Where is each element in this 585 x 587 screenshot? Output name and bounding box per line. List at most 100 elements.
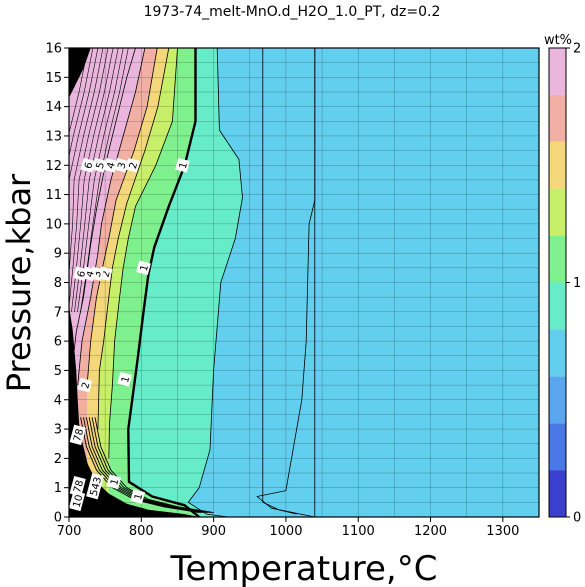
contour-label-box <box>80 157 96 173</box>
contour-label: 6 <box>73 266 88 282</box>
contour-line <box>71 48 136 371</box>
y-axis-title: Pressure,kbar <box>0 173 38 392</box>
y-tick-label: 0 <box>54 511 62 526</box>
y-tick-label: 6 <box>54 335 62 350</box>
y-tick-label: 5 <box>54 364 62 379</box>
contour-label: 1 <box>136 260 151 276</box>
colorbar-swatch <box>549 470 566 517</box>
grid-lines <box>69 48 539 517</box>
x-tick-label: 800 <box>129 524 154 539</box>
contour-label-box <box>92 157 107 173</box>
colorbar-swatch <box>549 423 566 471</box>
contour-label: 6 <box>80 157 96 173</box>
contour-label-text: 1 <box>139 264 151 273</box>
contour-label-text: 6 <box>83 161 95 170</box>
contour-label-box <box>69 490 86 512</box>
contour-line <box>77 48 124 312</box>
colorbar-swatch <box>549 48 566 95</box>
contour-line <box>69 48 89 135</box>
contour-label: 1 <box>130 489 146 504</box>
x-tick-label: 700 <box>57 524 82 539</box>
y-tick-label: 4 <box>54 393 62 408</box>
contour-line <box>88 417 208 514</box>
contour-label-text: 2 <box>80 381 92 390</box>
contour-line <box>256 48 316 517</box>
colorbar-tick-label: 2 <box>573 42 581 57</box>
contour-label: 1 <box>117 371 133 387</box>
contour-label: 2 <box>125 157 140 173</box>
contour-label-text: 3 <box>116 161 128 170</box>
contour-label-text: 1 <box>120 375 132 384</box>
contour-label-text: 2 <box>128 161 140 170</box>
y-tick-label: 7 <box>54 305 62 320</box>
contour-label-text: 543 <box>89 476 105 497</box>
colorbar-swatch <box>549 94 566 142</box>
y-tick-label: 10 <box>45 217 62 232</box>
contour-label: 2 <box>77 377 92 393</box>
contour-label-text: 6 <box>76 270 88 279</box>
y-tick-label: 1 <box>54 481 62 496</box>
y-tick-label: 11 <box>45 188 62 203</box>
contour-line <box>69 48 94 158</box>
contour-label-box <box>117 371 133 387</box>
contour-label-text: 5 <box>95 161 107 170</box>
y-tick-label: 3 <box>54 423 62 438</box>
contour-label-box <box>136 260 151 276</box>
y-tick-label: 8 <box>54 276 62 291</box>
contour-line <box>80 417 200 514</box>
y-tick-label: 15 <box>45 71 62 86</box>
colorbar-swatch <box>549 329 566 377</box>
contour-label-text: 1 <box>133 492 145 501</box>
y-tick-label: 12 <box>45 159 62 174</box>
contour-line <box>94 417 214 514</box>
contour-label-text: 1 <box>109 478 121 487</box>
contour-line <box>97 48 170 430</box>
contour-label-box <box>130 489 146 504</box>
colorbar-swatch <box>549 282 566 330</box>
contour-label-text: 2 <box>101 270 113 279</box>
contour-label-text: 4 <box>106 161 118 170</box>
dark-band <box>69 48 91 98</box>
colorbar-tick-label: 1 <box>573 276 581 291</box>
contour-label-box <box>106 474 122 490</box>
contour-label-box <box>113 157 129 173</box>
contour-label-text: 4 <box>85 270 97 279</box>
contour-line <box>69 48 109 309</box>
contour-line <box>91 417 211 514</box>
colorbar-swatch <box>549 141 566 189</box>
contour-label: 3 <box>113 157 129 173</box>
y-tick-label: 9 <box>54 247 62 262</box>
contour-label-text: 78 <box>72 479 86 494</box>
x-tick-label: 1200 <box>414 524 447 539</box>
contour-label-text: 1 <box>178 161 190 170</box>
contour-line <box>69 48 99 213</box>
colorbar-swatch <box>549 376 566 424</box>
colorbar-tick-label: 0 <box>573 511 581 526</box>
x-tick-label: 1100 <box>342 524 375 539</box>
contour-label-text: 10 <box>71 494 85 509</box>
contour-label: 1 <box>106 474 122 490</box>
contour-line <box>108 48 178 459</box>
contour-label: 78 <box>69 424 86 446</box>
contour-label-box <box>175 157 190 173</box>
y-tick-label: 16 <box>45 42 62 57</box>
colorbar-swatch <box>549 235 566 283</box>
contour-lines <box>69 48 316 517</box>
contour-line <box>86 48 158 386</box>
contour-line <box>77 48 146 386</box>
contour-label-text: 3 <box>92 270 104 279</box>
colorbar-swatch <box>549 188 566 236</box>
contour-label-box <box>125 157 140 173</box>
contour-line <box>187 48 243 517</box>
contour-label: 1 <box>175 157 190 173</box>
contour-label-text: 78 <box>72 428 86 443</box>
chart-title: 1973-74_melt-MnO.d_H2O_1.0_PT, dz=0.2 <box>144 4 441 20</box>
y-tick-label: 14 <box>45 100 62 115</box>
contour-label-box <box>69 424 86 446</box>
colorbar-label: wt% <box>544 33 572 48</box>
x-tick-label: 1300 <box>486 524 519 539</box>
